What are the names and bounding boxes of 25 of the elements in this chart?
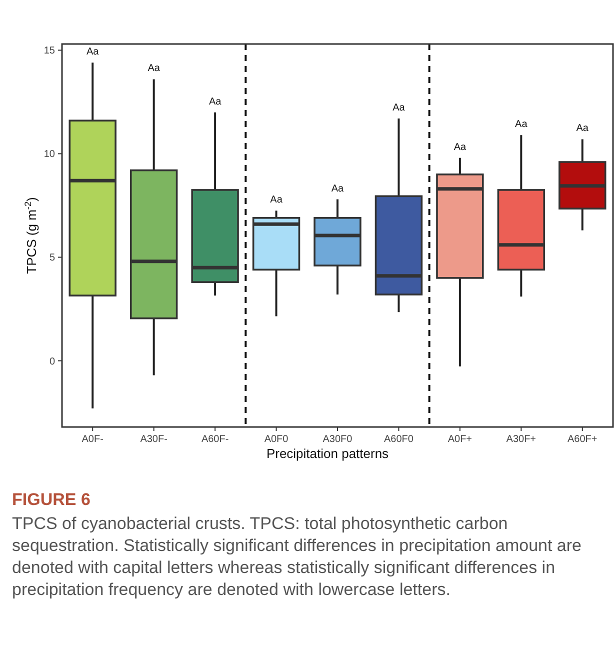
x-tick-label: A60F+: [568, 434, 598, 445]
text: TPCS of cyanobacterial crusts. TPCS: total photosynthetic carbon sequestration. Statistically significant differences in precipitation amount are denoted with capital letters whereas statistically significant differences in precipitation frequency are denoted with lowercase letters.: [12, 514, 582, 599]
x-tick-label: A30F-: [140, 434, 168, 445]
y-tick-label: 0: [49, 356, 56, 368]
x-tick-label: A30F+: [506, 434, 536, 445]
annotation: Aa: [576, 123, 589, 134]
x-tick-label: A60F0: [384, 434, 414, 445]
x-tick-label: A60F-: [201, 434, 229, 445]
annotation: Aa: [454, 142, 466, 153]
annotation: Aa: [208, 96, 222, 108]
caption: FIGURE 6: [12, 490, 90, 509]
annotation: Aa: [148, 63, 160, 74]
annotation: Aa: [515, 119, 528, 130]
annotation: Aa: [86, 46, 100, 58]
x-tick-label: A0F+: [448, 434, 472, 445]
annotation: Aa: [270, 194, 283, 206]
y-tick-label: 15: [44, 46, 56, 57]
x-tick-label: A30F0: [322, 434, 353, 445]
x-axis-title: Precipitation patterns: [266, 446, 390, 461]
x-tick-label: A0F0: [264, 434, 289, 445]
x-tick-label: A0F-: [82, 434, 104, 445]
y-tick-label: 10: [44, 149, 56, 160]
annotation: Aa: [392, 102, 406, 114]
annotation: Aa: [331, 183, 344, 194]
y-tick-label: 5: [49, 252, 56, 264]
